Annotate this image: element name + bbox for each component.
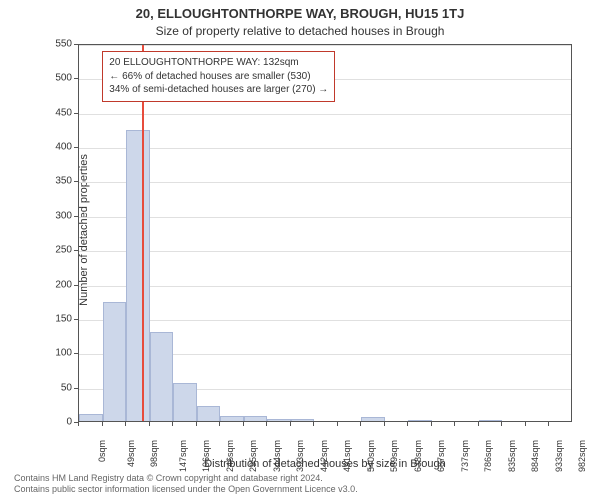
gridline (79, 45, 571, 46)
x-tick-mark (78, 422, 79, 426)
y-tick-mark (74, 353, 78, 354)
x-tick-mark (149, 422, 150, 426)
bar (150, 332, 174, 421)
x-tick-label: 982sqm (578, 440, 588, 472)
bar (197, 406, 221, 421)
x-tick-mark (219, 422, 220, 426)
chart-title: 20, ELLOUGHTONTHORPE WAY, BROUGH, HU15 1… (0, 6, 600, 21)
x-tick-mark (478, 422, 479, 426)
x-tick-mark (501, 422, 502, 426)
y-tick-label: 500 (55, 73, 72, 84)
bar (103, 302, 127, 421)
y-tick-label: 400 (55, 142, 72, 153)
annotation-line: ← 66% of detached houses are smaller (53… (109, 70, 328, 84)
gridline (79, 217, 571, 218)
y-tick-label: 0 (66, 417, 72, 428)
y-tick-mark (74, 285, 78, 286)
x-tick-mark (337, 422, 338, 426)
y-tick-label: 150 (55, 313, 72, 324)
y-tick-label: 450 (55, 107, 72, 118)
x-tick-mark (407, 422, 408, 426)
y-tick-label: 200 (55, 279, 72, 290)
footer-line: Contains HM Land Registry data © Crown c… (14, 473, 358, 485)
x-tick-mark (454, 422, 455, 426)
y-tick-mark (74, 216, 78, 217)
gridline (79, 286, 571, 287)
y-tick-mark (74, 147, 78, 148)
annotation-box: 20 ELLOUGHTONTHORPE WAY: 132sqm ← 66% of… (102, 51, 335, 102)
bar (267, 419, 291, 421)
gridline (79, 148, 571, 149)
y-tick-label: 300 (55, 210, 72, 221)
y-tick-mark (74, 181, 78, 182)
bar (479, 420, 503, 421)
chart-area: 20 ELLOUGHTONTHORPE WAY: 132sqm ← 66% of… (78, 44, 572, 422)
x-tick-mark (125, 422, 126, 426)
x-tick-mark (431, 422, 432, 426)
bar (361, 417, 385, 421)
x-tick-mark (266, 422, 267, 426)
x-tick-mark (243, 422, 244, 426)
bar (220, 416, 244, 421)
bar (173, 383, 197, 421)
y-tick-mark (74, 78, 78, 79)
x-tick-mark (102, 422, 103, 426)
footer-attribution: Contains HM Land Registry data © Crown c… (14, 473, 358, 496)
x-tick-mark (196, 422, 197, 426)
x-tick-mark (384, 422, 385, 426)
annotation-line: 20 ELLOUGHTONTHORPE WAY: 132sqm (109, 56, 328, 70)
bar (244, 416, 268, 421)
x-tick-mark (172, 422, 173, 426)
chart-subtitle: Size of property relative to detached ho… (0, 24, 600, 38)
x-tick-mark (525, 422, 526, 426)
x-tick-mark (548, 422, 549, 426)
y-tick-mark (74, 113, 78, 114)
bar (408, 420, 432, 421)
y-tick-label: 250 (55, 245, 72, 256)
y-tick-label: 550 (55, 39, 72, 50)
gridline (79, 114, 571, 115)
y-tick-label: 100 (55, 348, 72, 359)
gridline (79, 251, 571, 252)
bar (291, 419, 315, 421)
bar (79, 414, 103, 421)
y-tick-label: 50 (61, 382, 72, 393)
y-tick-mark (74, 44, 78, 45)
y-tick-label: 350 (55, 176, 72, 187)
gridline (79, 320, 571, 321)
x-tick-mark (290, 422, 291, 426)
x-tick-mark (360, 422, 361, 426)
x-axis-label: Distribution of detached houses by size … (78, 458, 572, 470)
y-tick-mark (74, 388, 78, 389)
footer-line: Contains public sector information licen… (14, 484, 358, 496)
y-tick-mark (74, 319, 78, 320)
bar (126, 130, 150, 421)
x-tick-mark (313, 422, 314, 426)
y-tick-mark (74, 250, 78, 251)
gridline (79, 182, 571, 183)
annotation-line: 34% of semi-detached houses are larger (… (109, 83, 328, 97)
